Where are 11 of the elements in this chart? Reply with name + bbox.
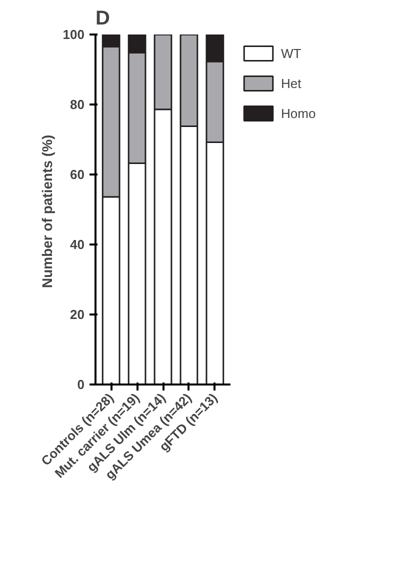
legend-label: Het [281, 76, 302, 90]
y-axis-title: Number of patients (%) [38, 134, 55, 288]
legend-label: WT [281, 46, 302, 60]
y-tick-label: 80 [70, 97, 85, 112]
y-tick-label: 100 [62, 27, 85, 42]
legend-label: Homo [281, 106, 316, 120]
chart-title: D [96, 8, 110, 30]
y-tick-label: 0 [77, 377, 85, 392]
y-tick-label: 40 [70, 237, 85, 252]
y-tick-label: 20 [70, 307, 85, 322]
y-tick-label: 60 [70, 167, 85, 182]
